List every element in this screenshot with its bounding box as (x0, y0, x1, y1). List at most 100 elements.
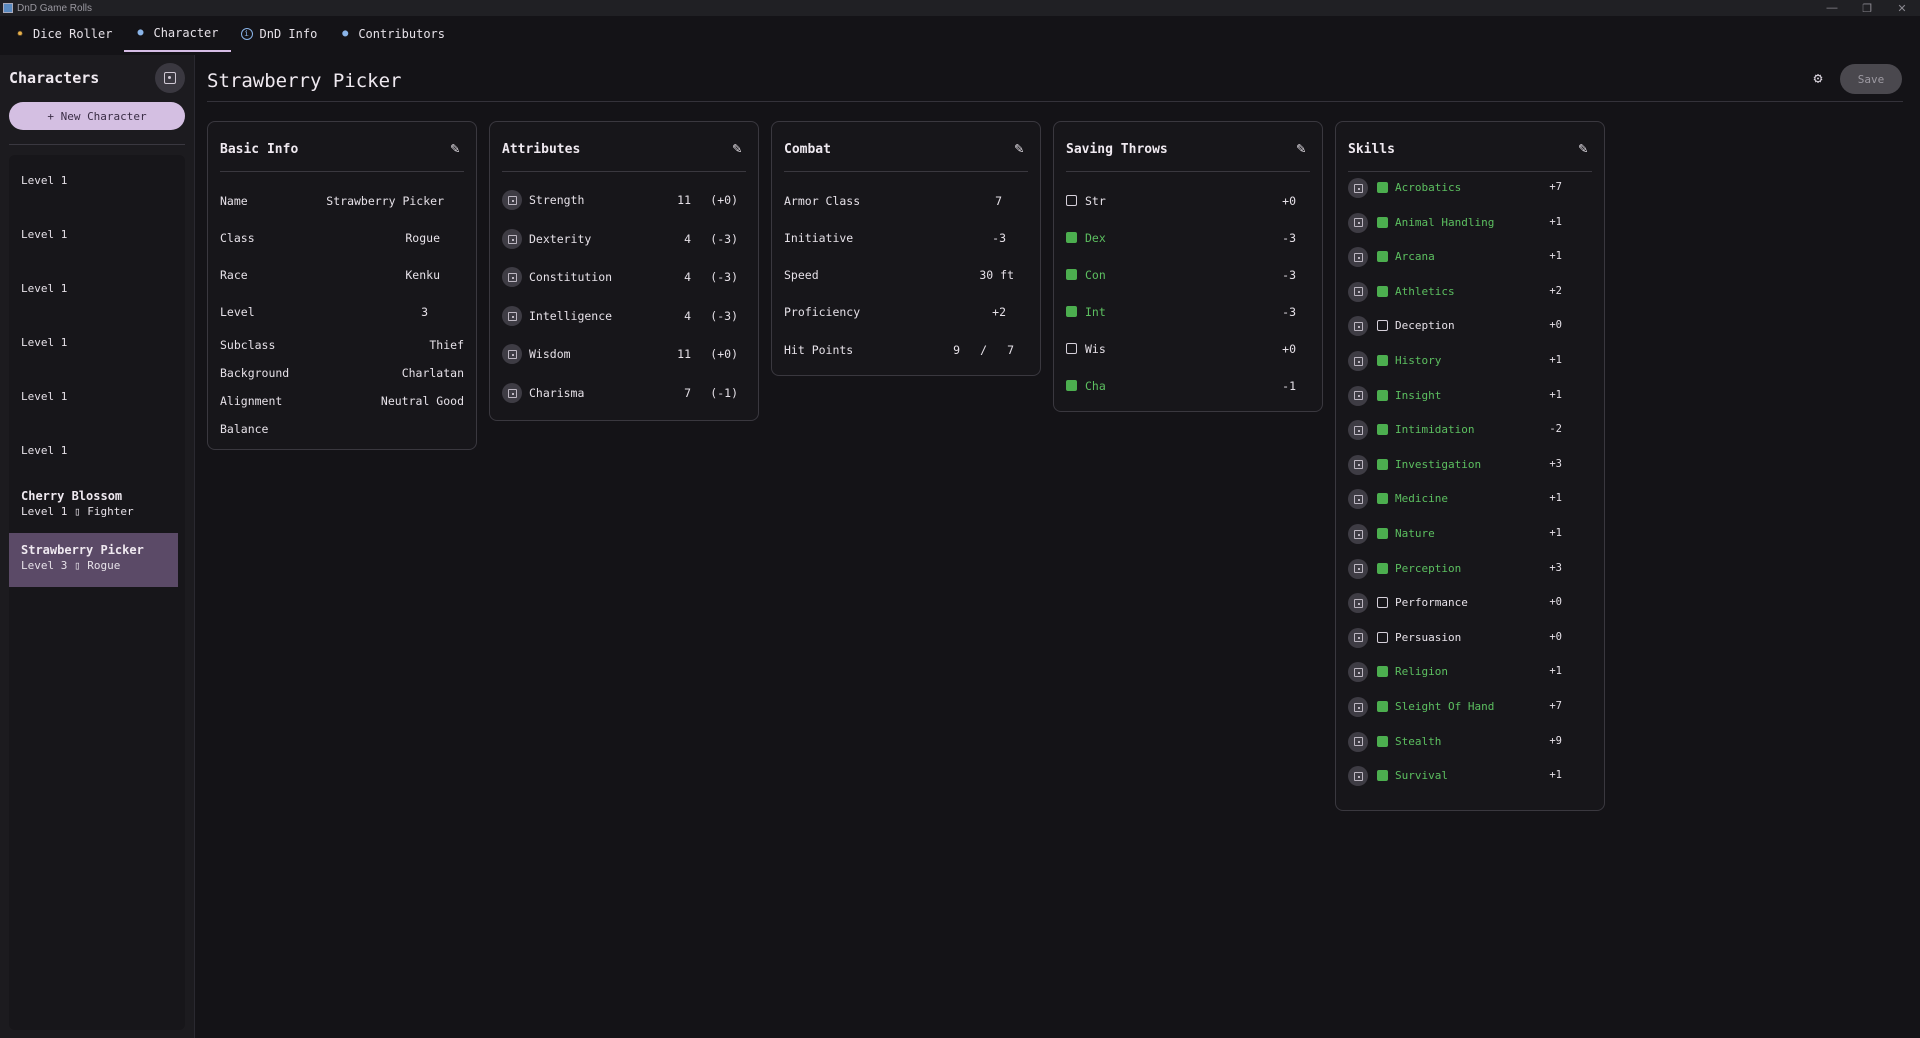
proficiency-checkbox[interactable] (1066, 195, 1077, 206)
proficiency-checkbox[interactable] (1377, 770, 1388, 782)
roll-button[interactable] (1348, 766, 1368, 787)
proficiency-checkbox[interactable] (1066, 380, 1077, 391)
saving-throw-value: +0 (1282, 194, 1296, 208)
attribute-name: Strength (529, 193, 585, 207)
proficiency-checkbox[interactable] (1377, 735, 1388, 747)
dice-icon (1353, 598, 1363, 608)
restore-icon[interactable]: ❐ (1862, 2, 1872, 15)
row-label: Balance (220, 422, 269, 436)
basic-info-row: Subclass Thief (220, 335, 464, 355)
character-list-item[interactable]: Level 1 (9, 263, 178, 317)
tab-character[interactable]: ● Character (124, 16, 231, 52)
character-list-item[interactable]: Level 1 (9, 155, 178, 209)
proficiency-checkbox[interactable] (1377, 320, 1388, 332)
sidebar-title: Characters (9, 69, 100, 87)
proficiency-checkbox[interactable] (1066, 306, 1077, 317)
roll-button[interactable] (1348, 558, 1368, 579)
roll-button[interactable] (1348, 281, 1368, 302)
roll-button[interactable] (1348, 489, 1368, 510)
proficiency-checkbox[interactable] (1377, 251, 1388, 263)
skill-name: Sleight Of Hand (1395, 700, 1495, 713)
proficiency-checkbox[interactable] (1377, 182, 1388, 193)
roll-button[interactable] (502, 267, 522, 287)
roll-button[interactable] (502, 344, 522, 364)
character-list-item[interactable]: Level 1 (9, 209, 178, 263)
roll-button[interactable] (1348, 731, 1368, 752)
roll-button[interactable] (1348, 178, 1368, 198)
new-character-button[interactable]: + New Character (9, 102, 185, 130)
tab-dice-roller[interactable]: ✹ Dice Roller (4, 16, 124, 52)
roll-button[interactable] (502, 190, 522, 210)
edit-pencil-icon[interactable]: ✎ (450, 139, 460, 157)
edit-pencil-icon[interactable]: ✎ (732, 139, 742, 157)
tab-contributors[interactable]: ● Contributors (329, 16, 457, 52)
main-tabs: ✹ Dice Roller ● Character i DnD Info ● C… (0, 16, 1920, 53)
proficiency-checkbox[interactable] (1377, 701, 1388, 712)
tab-label: DnD Info (259, 27, 318, 41)
save-button[interactable]: Save (1840, 64, 1902, 94)
skill-value: +1 (1549, 665, 1562, 678)
page-title: Strawberry Picker (207, 70, 402, 92)
roll-button[interactable] (502, 383, 522, 403)
proficiency-checkbox[interactable] (1377, 562, 1388, 574)
row-value: Kenku (405, 268, 440, 282)
skill-name: Nature (1395, 527, 1435, 540)
edit-pencil-icon[interactable]: ✎ (1014, 139, 1024, 157)
row-label: Subclass (220, 338, 276, 352)
proficiency-checkbox[interactable] (1066, 343, 1077, 354)
proficiency-checkbox[interactable] (1377, 424, 1388, 436)
skill-row: Animal Handling +1 (1348, 212, 1592, 233)
character-list-item-selected[interactable]: Strawberry Picker Level 3 ▯ Rogue (9, 533, 178, 587)
character-list[interactable]: Level 1 Level 1 Level 1 Level 1 Level 1 … (9, 155, 185, 1030)
roll-button[interactable] (502, 229, 522, 249)
proficiency-checkbox[interactable] (1377, 285, 1388, 297)
proficiency-checkbox[interactable] (1377, 355, 1388, 366)
edit-pencil-icon[interactable]: ✎ (1578, 139, 1588, 157)
proficiency-checkbox[interactable] (1377, 216, 1388, 228)
proficiency-checkbox[interactable] (1377, 493, 1388, 505)
proficiency-checkbox[interactable] (1377, 597, 1388, 609)
hit-points-current: 9 (953, 343, 960, 357)
character-list-item[interactable]: Level 1 (9, 425, 178, 479)
card-header: Combat ✎ (784, 122, 1028, 172)
roll-button[interactable] (1348, 627, 1368, 648)
edit-pencil-icon[interactable]: ✎ (1296, 139, 1306, 157)
proficiency-checkbox[interactable] (1377, 631, 1388, 643)
character-list-item[interactable]: Level 1 (9, 317, 178, 371)
basic-info-row: Level 3 (220, 302, 464, 322)
roll-button[interactable] (1348, 212, 1368, 233)
gear-icon[interactable]: ⚙ (1813, 69, 1823, 87)
row-label: Class (220, 231, 255, 245)
character-list-item[interactable]: Cherry Blossom Level 1 ▯ Fighter (9, 479, 178, 533)
roll-button[interactable] (1348, 662, 1368, 683)
row-value: 7 (995, 194, 1002, 208)
roll-button[interactable] (1348, 351, 1368, 371)
proficiency-checkbox[interactable] (1377, 389, 1388, 401)
proficiency-checkbox[interactable] (1377, 458, 1388, 470)
roll-button[interactable] (1348, 247, 1368, 268)
window-titlebar: DnD Game Rolls — ❐ ✕ (0, 0, 1920, 16)
close-icon[interactable]: ✕ (1897, 2, 1907, 15)
roll-button[interactable] (1348, 316, 1368, 337)
character-list-item[interactable]: Level 1 (9, 371, 178, 425)
random-character-button[interactable] (155, 63, 185, 93)
roll-button[interactable] (1348, 454, 1368, 475)
roll-button[interactable] (502, 306, 522, 326)
minimize-icon[interactable]: — (1826, 2, 1838, 14)
proficiency-checkbox[interactable] (1066, 269, 1077, 280)
tab-dnd-info[interactable]: i DnD Info (231, 16, 330, 52)
proficiency-checkbox[interactable] (1377, 666, 1388, 678)
roll-button[interactable] (1348, 385, 1368, 406)
skill-row: Acrobatics +7 (1348, 178, 1592, 198)
roll-button[interactable] (1348, 697, 1368, 717)
roll-button[interactable] (1348, 593, 1368, 614)
info-icon: i (240, 28, 253, 40)
roll-button[interactable] (1348, 524, 1368, 544)
dice-icon (1353, 667, 1363, 677)
skill-name: Persuasion (1395, 630, 1462, 644)
proficiency-checkbox[interactable] (1377, 528, 1388, 539)
skill-row: Stealth +9 (1348, 731, 1592, 752)
proficiency-checkbox[interactable] (1066, 232, 1077, 243)
roll-button[interactable] (1348, 420, 1368, 441)
row-label: Armor Class (784, 194, 861, 208)
